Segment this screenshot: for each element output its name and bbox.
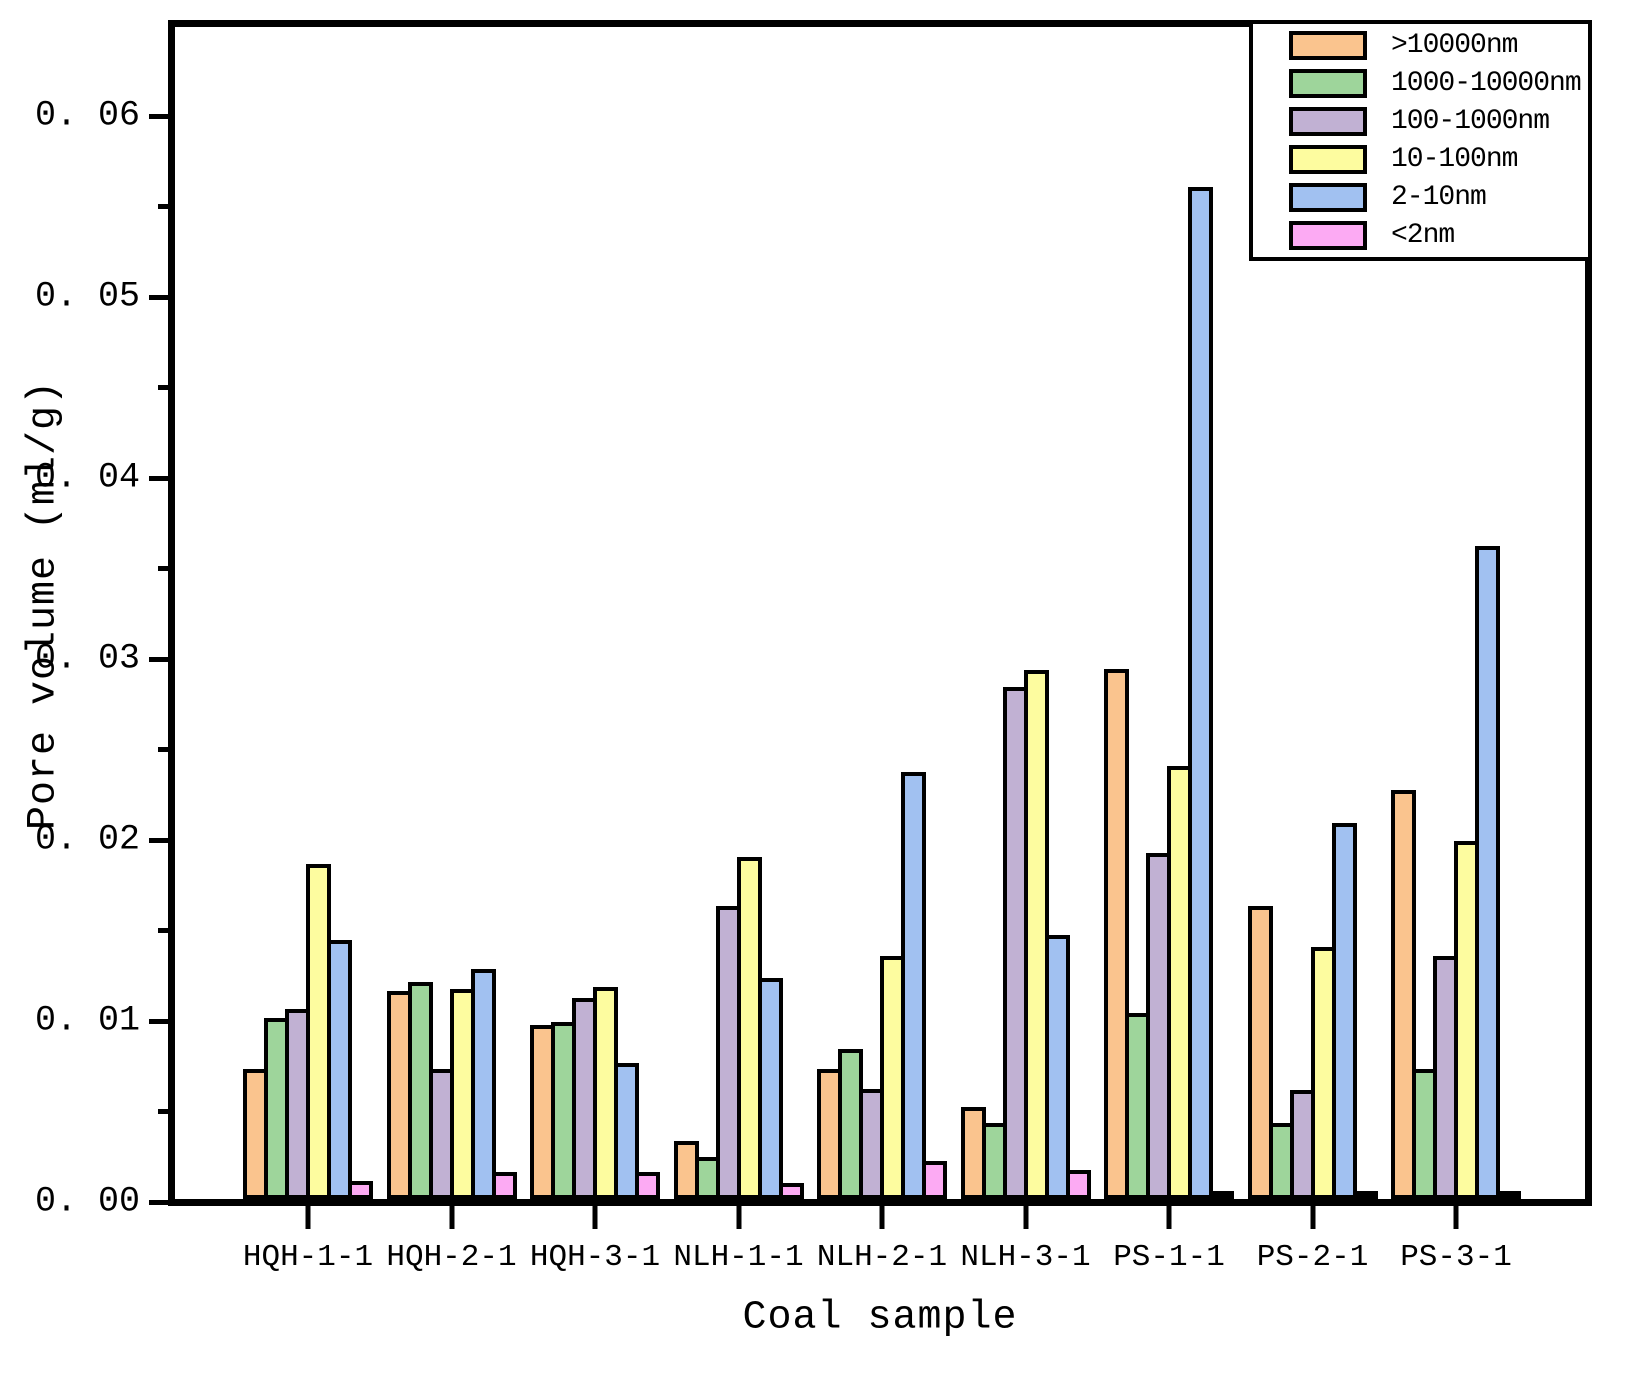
- legend-item: 2-10nm: [1289, 179, 1588, 217]
- bar-<2nm-HQH-2-1: [492, 1172, 517, 1199]
- y-axis-minor-tick: [158, 747, 168, 752]
- y-axis-minor-tick: [158, 385, 168, 390]
- bar-10-100nm-NLH-3-1: [1024, 670, 1049, 1199]
- x-category-label: NLH-2-1: [816, 1240, 948, 1275]
- y-axis-minor-tick: [158, 928, 168, 933]
- x-axis-tick: [305, 1206, 311, 1229]
- bar-<2nm-PS-2-1: [1353, 1191, 1378, 1199]
- bar->10000nm-PS-2-1: [1248, 906, 1273, 1199]
- y-axis-tick-label: 0. 02: [34, 819, 140, 860]
- x-category-label: PS-2-1: [1256, 1240, 1369, 1275]
- legend-swatch->10000nm: [1289, 31, 1367, 60]
- bar-2-10nm-NLH-3-1: [1045, 935, 1070, 1199]
- legend-label: 100-1000nm: [1391, 106, 1550, 137]
- bar-<2nm-PS-3-1: [1496, 1191, 1521, 1199]
- x-category-label: HQH-3-1: [529, 1240, 661, 1275]
- x-axis-tick: [1166, 1206, 1172, 1229]
- legend-item: 10-100nm: [1289, 141, 1588, 179]
- y-axis-major-tick: [149, 476, 168, 481]
- y-axis-major-tick: [149, 1200, 168, 1205]
- bar->10000nm-NLH-1-1: [674, 1141, 699, 1199]
- legend-label: <2nm: [1391, 220, 1455, 251]
- x-axis-tick: [1453, 1206, 1459, 1229]
- bar-100-1000nm-PS-2-1: [1290, 1090, 1315, 1199]
- bar-<2nm-HQH-1-1: [348, 1181, 373, 1199]
- bar-2-10nm-HQH-1-1: [327, 940, 352, 1199]
- y-axis-tick-label: 0. 01: [34, 1000, 140, 1041]
- bar-<2nm-HQH-3-1: [635, 1172, 660, 1199]
- y-axis-major-tick: [149, 1019, 168, 1024]
- legend-swatch-<2nm: [1289, 221, 1367, 250]
- bar->10000nm-PS-3-1: [1391, 790, 1416, 1199]
- bar-2-10nm-HQH-2-1: [471, 969, 496, 1199]
- plot-area: [175, 27, 1585, 1199]
- y-axis-tick-label: 0. 05: [34, 276, 140, 317]
- bar-2-10nm-PS-2-1: [1332, 823, 1357, 1199]
- y-axis-tick-label: 0. 00: [34, 1181, 140, 1222]
- bar-1000-10000nm-PS-2-1: [1269, 1123, 1294, 1199]
- legend-swatch-100-1000nm: [1289, 107, 1367, 136]
- x-category-label: NLH-1-1: [673, 1240, 804, 1275]
- x-category-label: HQH-2-1: [386, 1240, 517, 1275]
- y-axis-tick-label: 0. 04: [34, 457, 140, 498]
- legend-label: 1000-10000nm: [1391, 68, 1582, 99]
- legend-label: >10000nm: [1391, 30, 1518, 61]
- x-axis-tick: [879, 1206, 885, 1229]
- bar->10000nm-NLH-3-1: [961, 1107, 986, 1199]
- y-axis-minor-tick: [158, 204, 168, 209]
- x-category-label: HQH-1-1: [242, 1240, 374, 1275]
- x-category-label: NLH-3-1: [960, 1240, 1091, 1275]
- y-axis-major-tick: [149, 114, 168, 119]
- bar-2-10nm-NLH-1-1: [758, 978, 783, 1199]
- legend-label: 10-100nm: [1391, 144, 1518, 175]
- x-category-label: PS-3-1: [1400, 1240, 1512, 1275]
- y-axis-tick-label: 0. 03: [34, 638, 140, 679]
- y-axis-major-tick: [149, 295, 168, 300]
- bar-2-10nm-PS-1-1: [1188, 187, 1213, 1199]
- bar-10-100nm-NLH-2-1: [880, 956, 905, 1199]
- bar-<2nm-NLH-1-1: [779, 1183, 804, 1199]
- bar-<2nm-NLH-3-1: [1066, 1170, 1091, 1199]
- x-category-label: PS-1-1: [1113, 1240, 1225, 1275]
- bar-2-10nm-NLH-2-1: [901, 772, 926, 1199]
- x-axis-tick: [736, 1206, 741, 1229]
- x-axis-tick: [1023, 1206, 1028, 1229]
- bar-<2nm-PS-1-1: [1209, 1191, 1234, 1199]
- bar-2-10nm-PS-3-1: [1475, 546, 1500, 1199]
- legend-swatch-2-10nm: [1289, 183, 1367, 212]
- legend: >10000nm 1000-10000nm 100-1000nm 10-100nm 2-…: [1249, 20, 1592, 261]
- y-axis-title: Pore volume (ml/g): [21, 379, 67, 831]
- y-axis-major-tick: [149, 657, 168, 662]
- x-axis-tick: [1310, 1206, 1315, 1229]
- bar-2-10nm-HQH-3-1: [614, 1063, 639, 1199]
- bar-100-1000nm-PS-3-1: [1433, 956, 1458, 1199]
- legend-swatch-10-100nm: [1289, 145, 1367, 174]
- x-axis-tick: [592, 1206, 598, 1229]
- bar-<2nm-NLH-2-1: [922, 1161, 947, 1199]
- x-axis-tick: [449, 1206, 454, 1229]
- bar->10000nm-PS-1-1: [1104, 669, 1129, 1199]
- legend-item: <2nm: [1289, 217, 1588, 255]
- legend-item: 1000-10000nm: [1289, 65, 1588, 103]
- x-axis-title: Coal sample: [742, 1295, 1018, 1341]
- y-axis-major-tick: [149, 838, 168, 843]
- y-axis-tick-label: 0. 06: [34, 95, 140, 136]
- y-axis-minor-tick: [158, 566, 168, 571]
- legend-swatch-1000-10000nm: [1289, 69, 1367, 98]
- y-axis-minor-tick: [158, 1109, 168, 1114]
- legend-label: 2-10nm: [1391, 182, 1487, 213]
- legend-item: 100-1000nm: [1289, 103, 1588, 141]
- legend-item: >10000nm: [1289, 27, 1588, 65]
